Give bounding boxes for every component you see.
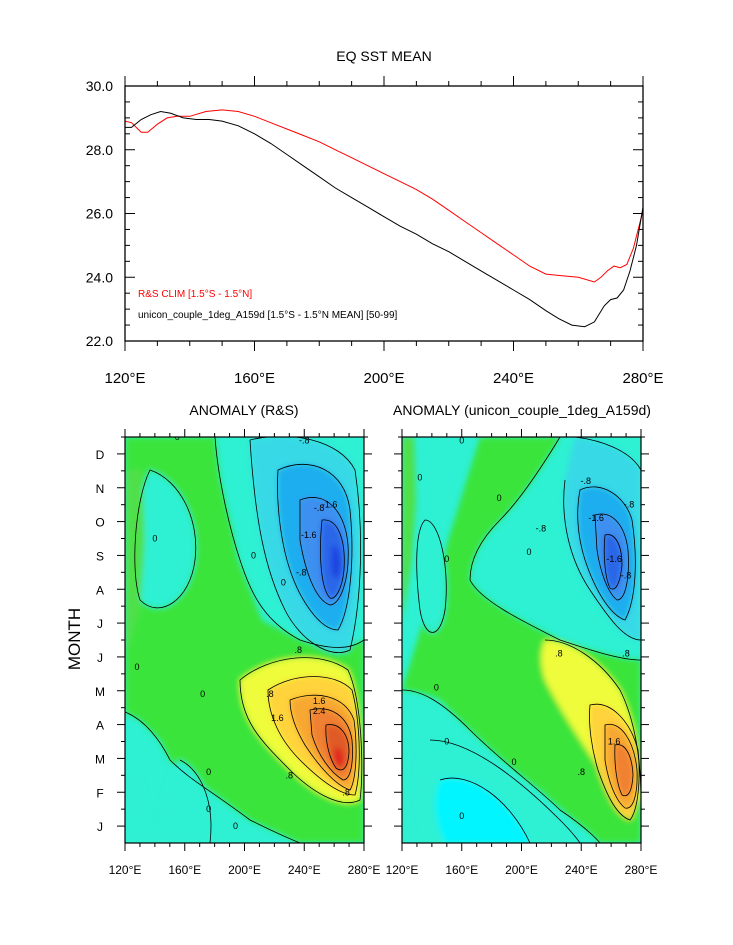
contour-label: .8 [286,770,294,780]
anomaly-unicon-contour-labels: 0 0 0 0 0 0 0 0 0 -.8 -.8 -1.6 -.8 -1.6 -.8 .8 .8 1.6 .8 [417,435,635,821]
x-tick-label: 200°E [228,863,261,877]
x-tick-label: 120°E [104,370,145,387]
series-line-rs-clim [124,109,644,283]
series-line-unicon [125,110,644,328]
x-tick-label: 280°E [622,370,663,387]
contour-label: 0 [200,689,205,699]
contour-label: .8 [342,787,350,797]
month-tick-label: M [95,752,105,766]
y-tick-label: 30.0 [86,78,113,94]
x-tick-label: 280°E [625,863,658,877]
contour-label: -1.6 [322,500,338,510]
month-tick-label: N [96,482,105,496]
month-tick-label: D [96,448,105,462]
contour-label: 1.6 [271,713,284,723]
contour-label: 1.6 [608,737,621,747]
contour-label: -.8 [536,523,547,533]
anomaly-unicon-field: 0 0 0 0 0 0 0 0 0 -.8 -.8 -1.6 -.8 -1.6 -.8 .8 .8 1.6 .8 [402,435,641,843]
month-tick-label: A [96,583,104,597]
contour-label: -1.6 [301,530,317,540]
contour-label: -1.6 [606,554,622,564]
contour-label: 0 [251,550,256,560]
contour-label: 0 [233,821,238,831]
line-chart-title: EQ SST MEAN [336,48,431,64]
contour-label: 0 [134,662,139,672]
contour-label: 0 [175,432,180,442]
contour-label: -.8 [299,435,310,445]
x-tick-label: 160°E [445,863,478,877]
contour-label: .8 [266,689,274,699]
anomaly-unicon-title: ANOMALY (unicon_couple_1deg_A159d) [393,402,651,418]
legend-entry-rs-clim: R&S CLIM [1.5°S - 1.5°N] [138,289,252,300]
anomaly-rs-panel: ANOMALY (R&S) MONTH [65,402,380,877]
month-tick-label: J [97,820,103,834]
month-tick-label: M [95,685,105,699]
contour-label: 0 [417,473,422,483]
contour-label: 0 [444,737,449,747]
x-tick-label: 120°E [109,863,142,877]
y-tick-label: 24.0 [86,269,113,285]
contour-label: .8 [577,767,585,777]
contour-label: 2.4 [313,706,326,716]
line-y-ticks: 22.0 24.0 26.0 28.0 30.0 [86,78,643,349]
y-tick-label: 22.0 [86,333,113,349]
contour-label: 0 [459,811,464,821]
contour-label: .8 [622,649,630,659]
x-tick-label: 240°E [565,863,598,877]
anomaly-rs-axes: 120°E 160°E 200°E 240°E 280°E J F M A M J J A S O N D [95,429,380,877]
x-tick-label: 160°E [168,863,201,877]
contour-label: -.8 [621,571,632,581]
x-tick-label: 200°E [363,370,404,387]
month-axis-label: MONTH [65,608,84,670]
line-plot-frame [124,85,644,342]
month-tick-label: J [97,651,103,665]
anomaly-rs-title: ANOMALY (R&S) [189,402,298,418]
contour-label: 0 [434,682,439,692]
contour-label: .8 [555,649,563,659]
contour-label: 0 [444,554,449,564]
anomaly-unicon-axes: 120°E 160°E 200°E 240°E 280°E [386,429,658,877]
month-tick-label: A [96,719,104,733]
y-tick-label: 26.0 [86,206,113,222]
contour-label: 0 [512,757,517,767]
contour-label: 0 [152,534,157,544]
contour-label: 0 [497,493,502,503]
line-series [124,109,644,328]
month-tick-label: F [96,786,103,800]
contour-label: 0 [526,547,531,557]
contour-label: .8 [295,645,303,655]
line-panel: EQ SST MEAN 22.0 24.0 26.0 28.0 30.0 120°E 16… [86,48,664,387]
contour-label: 1.6 [313,696,326,706]
anomaly-unicon-panel: ANOMALY (unicon_couple_1deg_A159d) [386,402,658,877]
contour-label: 0 [206,767,211,777]
legend-entry-unicon: unicon_couple_1deg_A159d [1.5°S - 1.5°N … [138,310,397,321]
y-tick-label: 28.0 [86,142,113,158]
month-tick-label: S [96,549,104,563]
contour-label: -.8 [580,476,591,486]
x-tick-label: 200°E [505,863,538,877]
contour-label: 0 [206,804,211,814]
anomaly-rs-field: 000000000-.8-.8-1.6-1.6-.8.8.81.62.41.6.… [125,432,364,843]
contour-label: 0 [281,577,286,587]
contour-label: -.8 [296,567,307,577]
x-tick-label: 160°E [234,370,275,387]
x-tick-label: 240°E [493,370,534,387]
line-x-ticks: 120°E 160°E 200°E 240°E 280°E [104,76,664,387]
contour-label: -.8 [624,500,635,510]
contour-label: -.8 [314,503,325,513]
month-tick-label: J [97,617,103,631]
x-tick-label: 280°E [348,863,381,877]
month-tick-label: O [95,516,104,530]
x-tick-label: 120°E [386,863,419,877]
x-tick-label: 240°E [288,863,321,877]
anomaly-rs-contour-labels: 000000000-.8-.8-1.6-1.6-.8.8.81.62.41.6.… [134,432,350,831]
contour-label: -1.6 [588,513,604,523]
contour-label: 0 [459,435,464,445]
